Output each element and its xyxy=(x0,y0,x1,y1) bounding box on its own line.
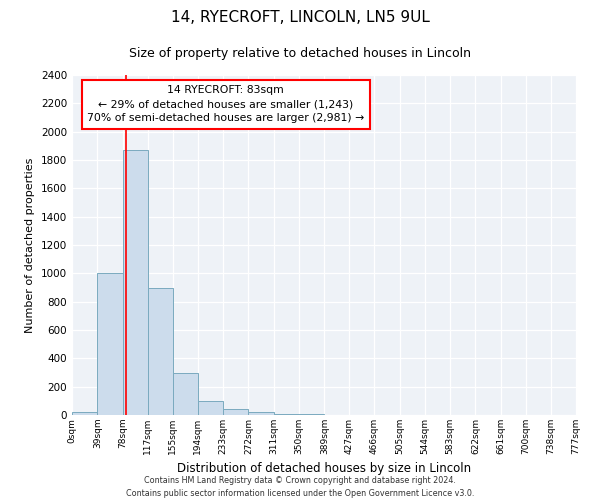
Bar xyxy=(299,414,325,415)
Bar xyxy=(198,401,223,415)
Y-axis label: Number of detached properties: Number of detached properties xyxy=(25,158,35,332)
X-axis label: Distribution of detached houses by size in Lincoln: Distribution of detached houses by size … xyxy=(177,462,471,475)
Bar xyxy=(248,412,274,415)
Bar xyxy=(223,410,248,415)
Bar xyxy=(122,150,148,415)
Bar xyxy=(97,274,122,415)
Bar xyxy=(72,412,97,415)
Text: 14 RYECROFT: 83sqm
← 29% of detached houses are smaller (1,243)
70% of semi-deta: 14 RYECROFT: 83sqm ← 29% of detached hou… xyxy=(87,85,364,123)
Text: Size of property relative to detached houses in Lincoln: Size of property relative to detached ho… xyxy=(129,48,471,60)
Bar xyxy=(274,414,299,415)
Text: Contains HM Land Registry data © Crown copyright and database right 2024.
Contai: Contains HM Land Registry data © Crown c… xyxy=(126,476,474,498)
Bar xyxy=(148,288,173,415)
Bar xyxy=(173,372,198,415)
Text: 14, RYECROFT, LINCOLN, LN5 9UL: 14, RYECROFT, LINCOLN, LN5 9UL xyxy=(170,10,430,25)
